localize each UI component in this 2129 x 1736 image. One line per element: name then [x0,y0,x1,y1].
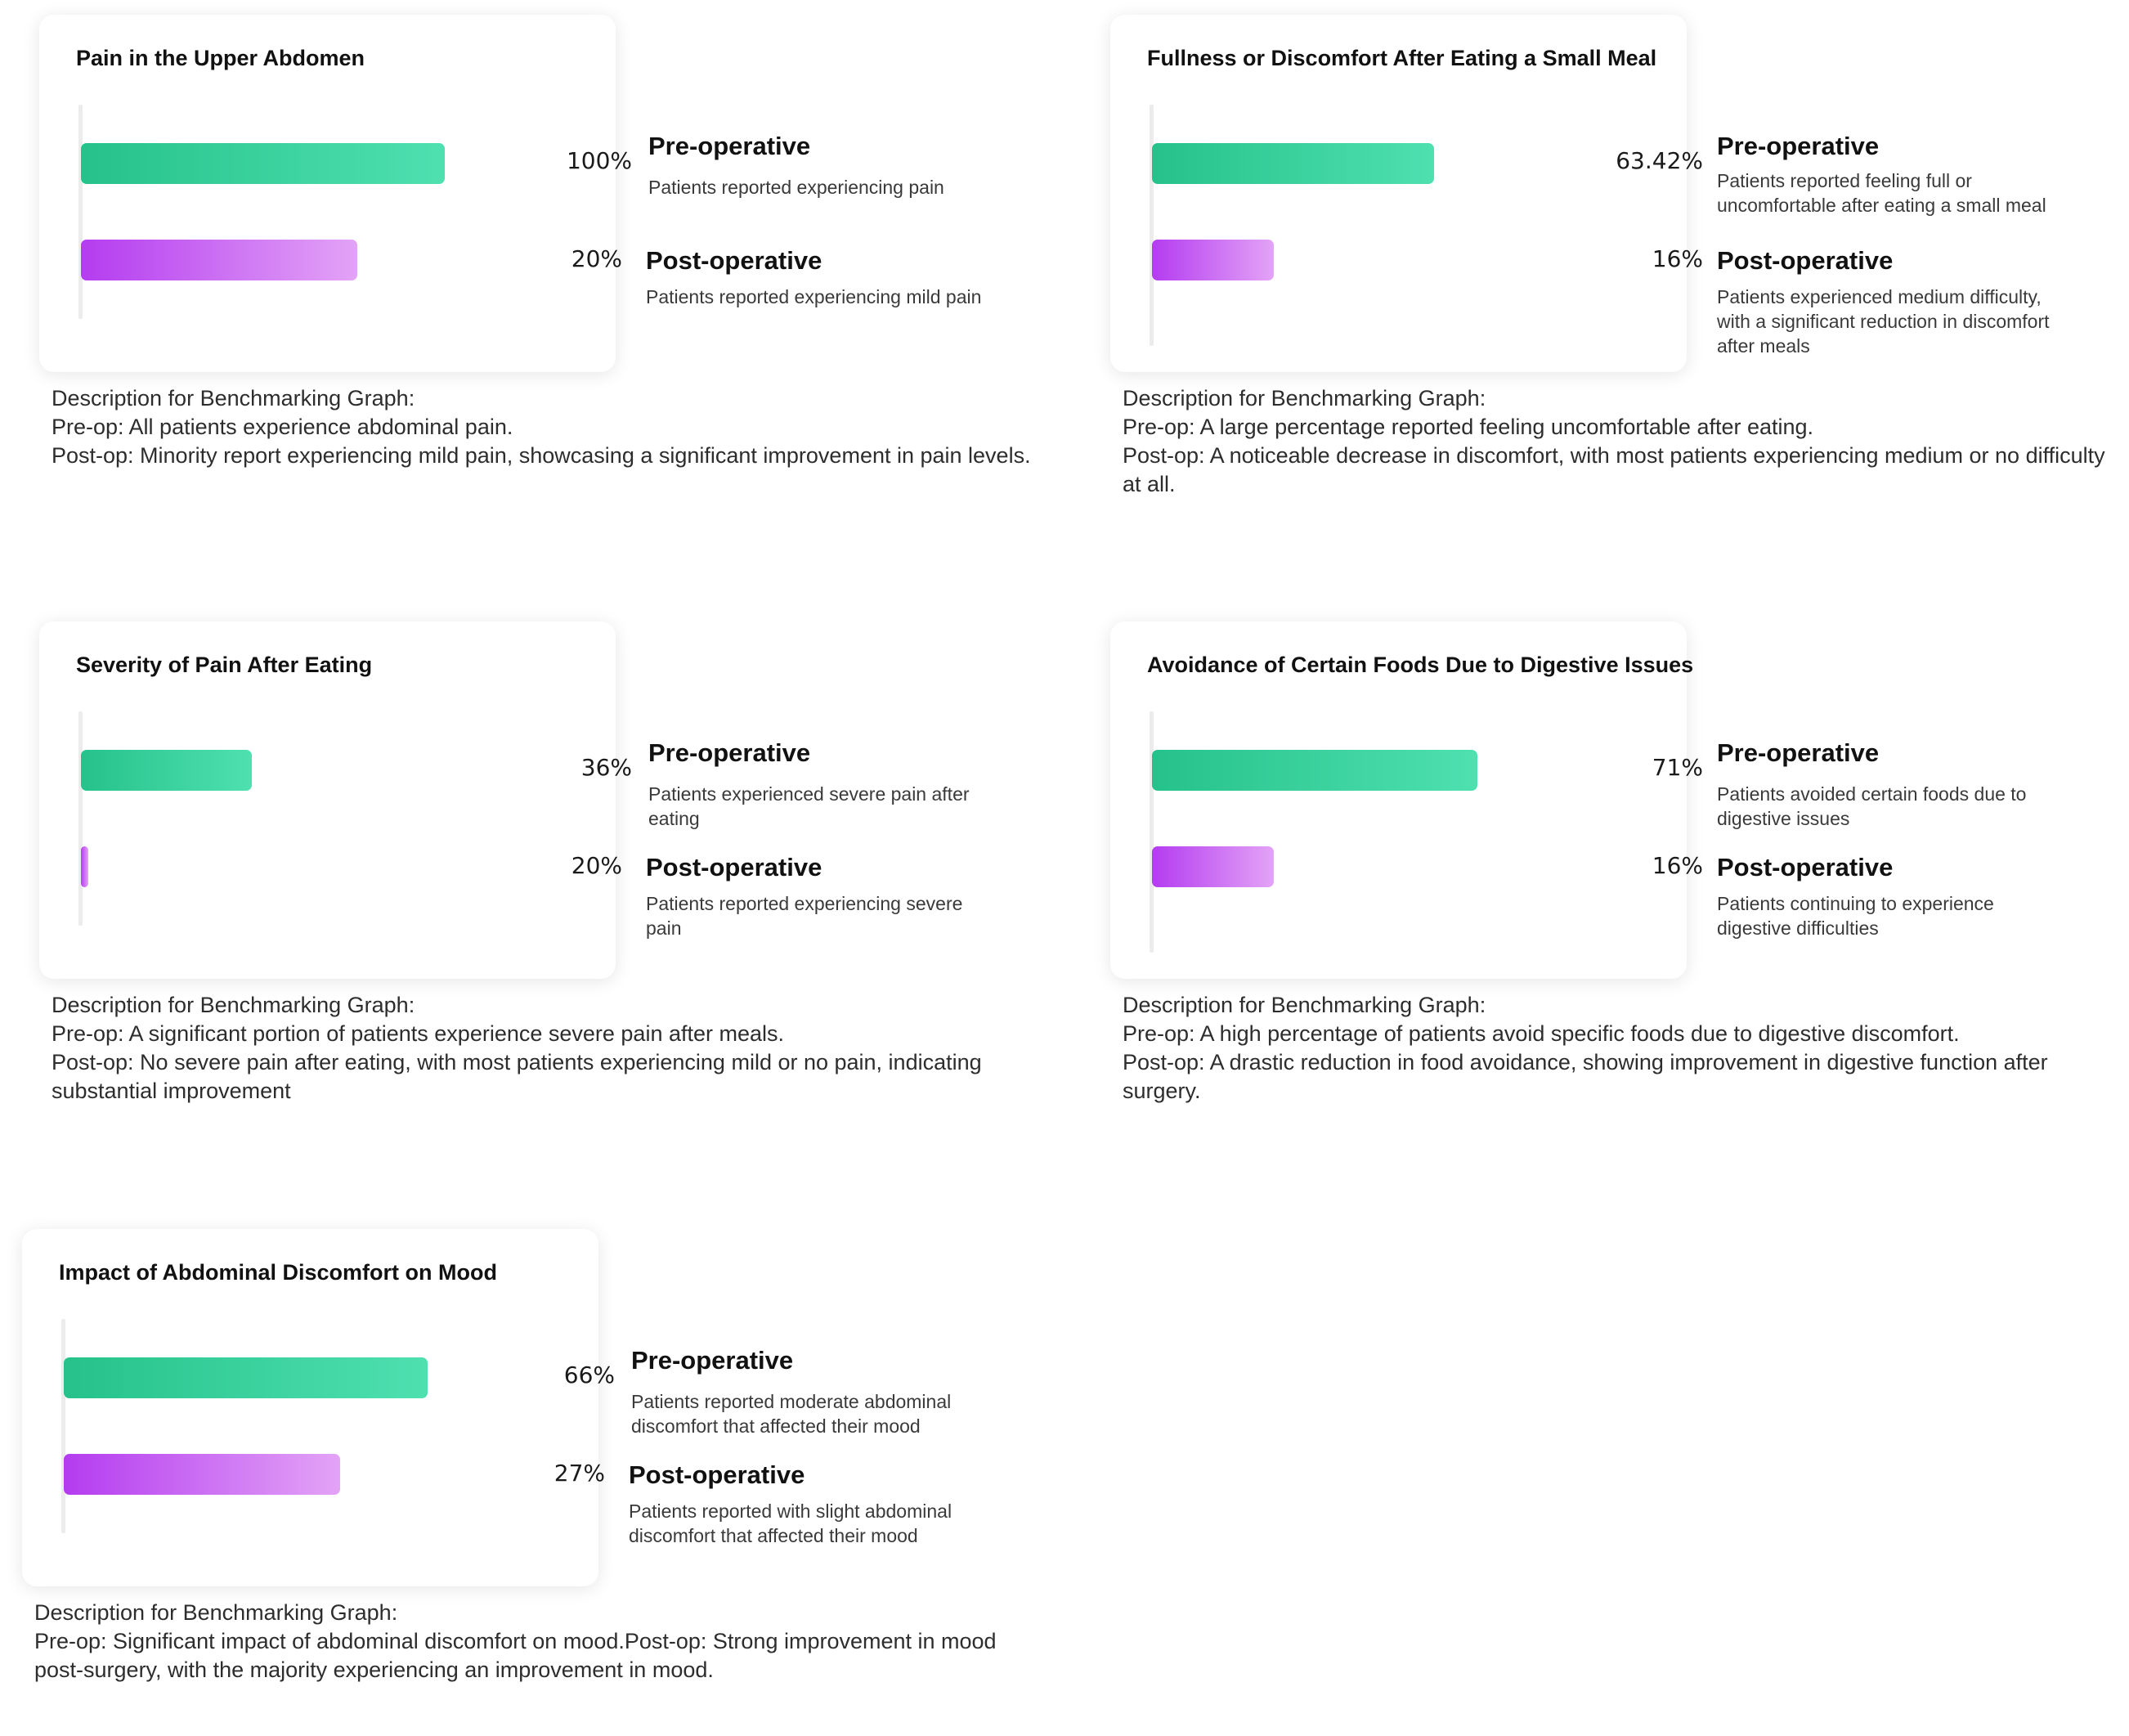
legend-text-pre-operative: Patients reported moderate abdominal dis… [631,1391,952,1437]
value-label-pre-operative: 71% [1652,754,1703,781]
chart-description: Description for Benchmarking Graph: Pre-… [1123,991,2112,1106]
chart-axis [1150,711,1154,953]
description-pre-op: Pre-op: Significant impact of abdominal … [34,1629,625,1653]
chart-title: Impact of Abdominal Discomfort on Mood [59,1260,497,1285]
legend-title-post-operative: Post-operative [646,853,822,881]
legend-title-pre-operative: Pre-operative [648,738,811,767]
bar-post-operative [64,1454,340,1495]
bar-post-operative [1152,846,1274,887]
bar-post-operative [1152,240,1274,280]
description-post-op: Post-op: A noticeable decrease in discom… [1123,443,2105,496]
chart-axis [78,105,83,319]
description-heading: Description for Benchmarking Graph: [1123,993,1486,1017]
chart-card: Pain in the Upper Abdomen 100% 20% [39,15,632,372]
bar-pre-operative [1152,143,1434,184]
chart-description: Description for Benchmarking Graph: Pre-… [52,384,1041,470]
legend-title-post-operative: Post-operative [1717,246,1894,275]
value-label-post-operative: 16% [1652,852,1703,879]
chart-title: Severity of Pain After Eating [76,653,373,677]
chart-title: Pain in the Upper Abdomen [76,46,365,70]
legend-text-post-operative: Patients experienced medium difficulty, … [1717,286,2050,357]
chart-axis [1150,105,1154,346]
legend-title-pre-operative: Pre-operative [648,132,811,160]
chart-panel-mood-impact: Impact of Abdominal Discomfort on Mood 6… [22,1229,1052,1736]
chart-axis [78,711,83,926]
description-heading: Description for Benchmarking Graph: [52,386,415,410]
description-heading: Description for Benchmarking Graph: [1123,386,1486,410]
chart-panel-pain-severity-after-eating: Severity of Pain After Eating 36% 20% Pr… [39,621,1069,1128]
legend-title-pre-operative: Pre-operative [631,1346,794,1375]
description-pre-op: Pre-op: A large percentage reported feel… [1123,415,1814,439]
chart-panel-food-avoidance: Avoidance of Certain Foods Due to Digest… [1110,621,2129,1128]
value-label-pre-operative: 36% [580,754,632,781]
legend-title-pre-operative: Pre-operative [1717,738,1880,767]
legend-text-pre-operative: Patients experienced severe pain after e… [648,783,970,829]
chart-card: Impact of Abdominal Discomfort on Mood 6… [22,1229,615,1586]
bar-post-operative [81,240,357,280]
chart-axis [61,1319,65,1533]
description-pre-op: Pre-op: A significant portion of patient… [52,1021,785,1046]
legend-title-post-operative: Post-operative [629,1460,805,1489]
description-post-op: Post-op: A drastic reduction in food avo… [1123,1050,2048,1103]
value-label-post-operative: 20% [571,852,622,879]
description-heading: Description for Benchmarking Graph: [34,1600,398,1625]
description-post-op: Post-op: No severe pain after eating, wi… [52,1050,982,1103]
bar-pre-operative [81,750,252,791]
legend-text-post-operative: Patients continuing to experience digest… [1717,893,1994,939]
bar-pre-operative [64,1357,428,1398]
bar-pre-operative [81,143,445,184]
description-pre-op-post-op: Pre-op: Significant impact of abdominal … [34,1627,1024,1684]
chart-panel-fullness-after-meal: Fullness or Discomfort After Eating a Sm… [1110,15,2129,522]
value-label-post-operative: 27% [554,1460,605,1487]
description-pre-op: Pre-op: A high percentage of patients av… [1123,1021,1960,1046]
legend-title-post-operative: Post-operative [1717,853,1894,881]
description-heading: Description for Benchmarking Graph: [52,993,415,1017]
chart-panel-upper-abdomen-pain: Pain in the Upper Abdomen 100% 20% Pre-o… [39,15,1069,522]
value-label-pre-operative: 100% [566,147,632,174]
chart-description: Description for Benchmarking Graph: Pre-… [34,1599,1024,1684]
description-post-op: Post-op: Strong improvement in mood post… [34,1629,997,1682]
description-post-op: Post-op: Minority report experiencing mi… [52,443,1031,468]
chart-title: Avoidance of Certain Foods Due to Digest… [1147,653,1694,677]
value-label-pre-operative: 66% [563,1361,615,1388]
legend-text-pre-operative: Patients reported experiencing pain [648,177,944,198]
chart-title: Fullness or Discomfort After Eating a Sm… [1147,46,1657,70]
chart-description: Description for Benchmarking Graph: Pre-… [1123,384,2112,499]
legend-text-post-operative: Patients reported with slight abdominal … [629,1500,952,1546]
description-pre-op: Pre-op: All patients experience abdomina… [52,415,513,439]
legend-text-post-operative: Patients reported experiencing severe pa… [646,893,963,939]
chart-card: Severity of Pain After Eating 36% 20% [39,621,632,979]
value-label-pre-operative: 63.42% [1616,147,1703,174]
value-label-post-operative: 16% [1652,245,1703,272]
bar-post-operative [81,846,88,887]
legend-title-post-operative: Post-operative [646,246,822,275]
legend-title-pre-operative: Pre-operative [1717,132,1880,160]
value-label-post-operative: 20% [571,245,622,272]
legend-text-pre-operative: Patients avoided certain foods due to di… [1717,783,2027,829]
chart-description: Description for Benchmarking Graph: Pre-… [52,991,1041,1106]
legend-text-pre-operative: Patients reported feeling full or uncomf… [1717,170,2046,216]
chart-card: Avoidance of Certain Foods Due to Digest… [1110,621,1703,979]
legend-text-post-operative: Patients reported experiencing mild pain [646,286,982,307]
chart-card: Fullness or Discomfort After Eating a Sm… [1110,15,1703,372]
bar-pre-operative [1152,750,1477,791]
